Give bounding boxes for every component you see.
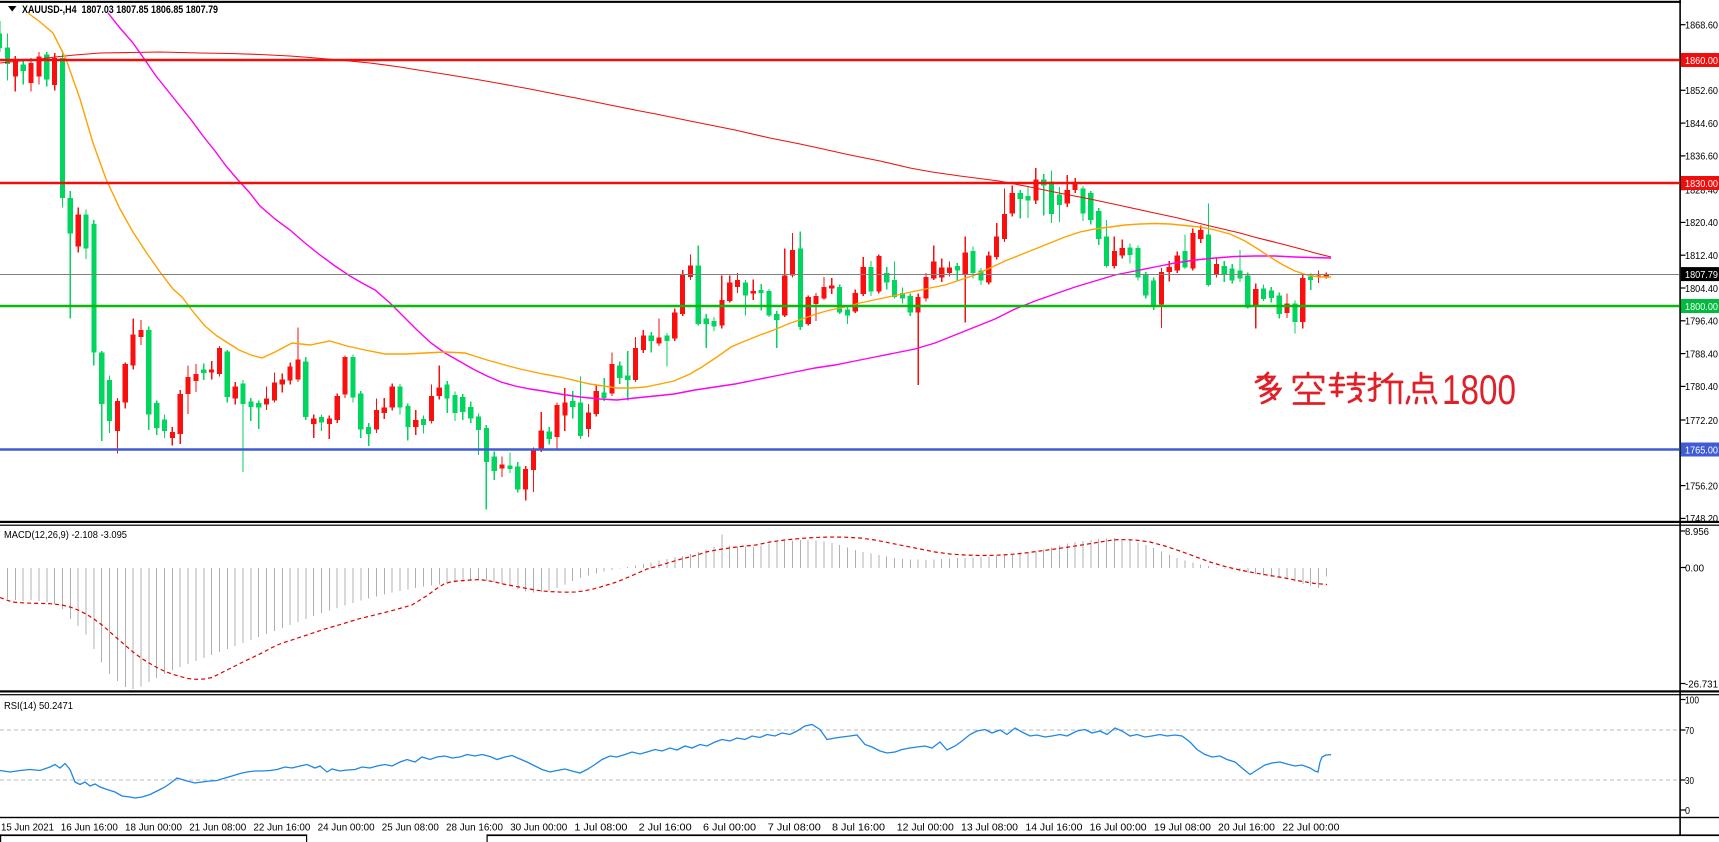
- svg-text:8.956: 8.956: [1685, 526, 1709, 538]
- svg-text:28 Jun 16:00: 28 Jun 16:00: [446, 822, 503, 834]
- svg-text:21 Jun 08:00: 21 Jun 08:00: [189, 822, 246, 834]
- svg-text:16 Jun 16:00: 16 Jun 16:00: [61, 822, 118, 834]
- svg-text:1756.20: 1756.20: [1685, 480, 1718, 492]
- svg-text:-26.731: -26.731: [1685, 678, 1718, 690]
- svg-text:30 Jun 00:00: 30 Jun 00:00: [510, 822, 567, 834]
- svg-text:15 Jun 2021: 15 Jun 2021: [1, 822, 54, 834]
- svg-text:1860.00: 1860.00: [1685, 55, 1718, 67]
- svg-text:16 Jul 00:00: 16 Jul 00:00: [1090, 822, 1147, 834]
- svg-text:MACD(12,26,9) -2.108 -3.095: MACD(12,26,9) -2.108 -3.095: [4, 529, 127, 541]
- svg-text:1780.40: 1780.40: [1685, 381, 1718, 393]
- svg-text:25 Jun 08:00: 25 Jun 08:00: [382, 822, 439, 834]
- svg-text:1800.00: 1800.00: [1685, 301, 1718, 313]
- svg-text:1796.40: 1796.40: [1685, 316, 1718, 328]
- svg-text:20 Jul 16:00: 20 Jul 16:00: [1218, 822, 1275, 834]
- svg-text:24 Jun 00:00: 24 Jun 00:00: [318, 822, 375, 834]
- svg-text:2 Jul 16:00: 2 Jul 16:00: [639, 822, 692, 834]
- svg-text:8 Jul 16:00: 8 Jul 16:00: [832, 822, 885, 834]
- svg-text:6 Jul 00:00: 6 Jul 00:00: [703, 822, 756, 834]
- svg-text:13 Jul 08:00: 13 Jul 08:00: [961, 822, 1018, 834]
- svg-text:XAUUSD-,H4 1807.03 1807.85 18: XAUUSD-,H4 1807.03 1807.85 1806.85 1807.…: [22, 4, 218, 16]
- svg-text:1812.40: 1812.40: [1685, 250, 1718, 262]
- svg-text:0: 0: [1685, 805, 1690, 817]
- svg-text:22 Jul 00:00: 22 Jul 00:00: [1282, 822, 1339, 834]
- svg-text:14 Jul 16:00: 14 Jul 16:00: [1025, 822, 1082, 834]
- svg-text:1820.40: 1820.40: [1685, 217, 1718, 229]
- svg-text:1748.20: 1748.20: [1685, 513, 1718, 525]
- svg-text:1836.60: 1836.60: [1685, 151, 1718, 163]
- svg-text:1 Jul 08:00: 1 Jul 08:00: [574, 822, 627, 834]
- svg-text:1807.79: 1807.79: [1685, 269, 1718, 281]
- svg-text:1830.00: 1830.00: [1685, 178, 1718, 190]
- svg-text:1772.20: 1772.20: [1685, 415, 1718, 427]
- svg-text:18 Jun 00:00: 18 Jun 00:00: [125, 822, 182, 834]
- svg-text:1800: 1800: [1442, 366, 1516, 413]
- svg-text:1868.60: 1868.60: [1685, 20, 1718, 32]
- svg-text:1788.40: 1788.40: [1685, 348, 1718, 360]
- svg-text:1844.60: 1844.60: [1685, 118, 1718, 130]
- svg-text:12 Jul 00:00: 12 Jul 00:00: [897, 822, 954, 834]
- svg-text:70: 70: [1685, 725, 1694, 737]
- svg-text:100: 100: [1685, 694, 1699, 706]
- svg-text:22 Jun 16:00: 22 Jun 16:00: [253, 822, 310, 834]
- svg-text:30: 30: [1685, 775, 1694, 787]
- svg-text:19 Jul 08:00: 19 Jul 08:00: [1154, 822, 1211, 834]
- svg-text:1804.40: 1804.40: [1685, 283, 1718, 295]
- svg-text:0.00: 0.00: [1685, 562, 1704, 574]
- svg-text:RSI(14) 50.2471: RSI(14) 50.2471: [4, 700, 73, 712]
- svg-text:1852.60: 1852.60: [1685, 85, 1718, 97]
- svg-text:1765.00: 1765.00: [1685, 444, 1718, 456]
- svg-text:7 Jul 08:00: 7 Jul 08:00: [768, 822, 821, 834]
